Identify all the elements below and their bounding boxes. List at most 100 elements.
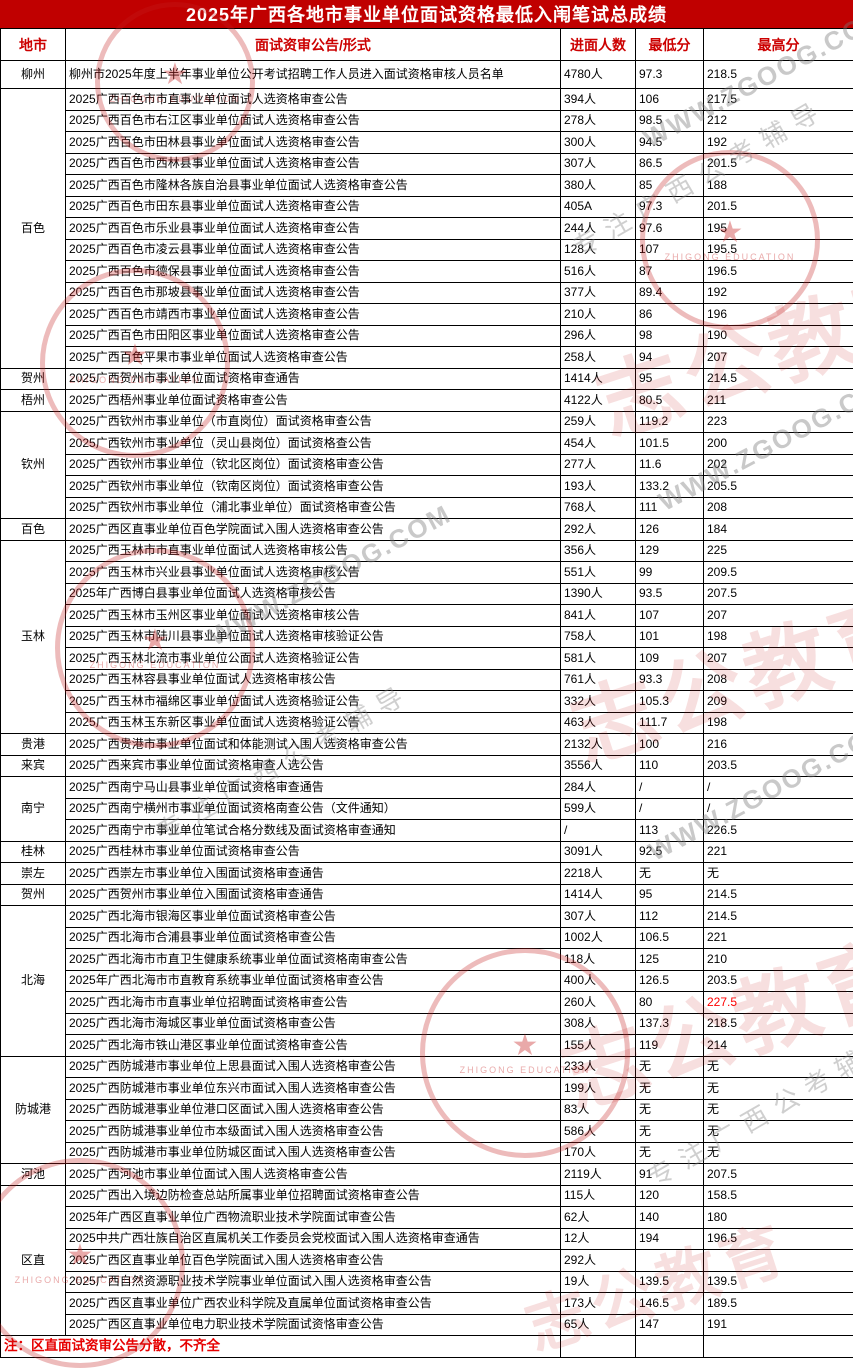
- column-header-notice: 面试资审公告/形式: [66, 29, 561, 61]
- notice-cell: 2025广西玉林市福绵区事业单位面试人选资格验证公告: [66, 691, 561, 713]
- max-score-cell: 无: [704, 1121, 853, 1143]
- min-score-cell: 111: [636, 497, 704, 519]
- notice-cell: 2025广西桂林市事业单位面试资格审查公告: [66, 841, 561, 863]
- max-score-cell: 217.5: [704, 89, 853, 111]
- city-cell: 贵港: [1, 734, 66, 756]
- city-cell: 贺州: [1, 884, 66, 906]
- min-score-cell: 11.6: [636, 454, 704, 476]
- notice-cell: 2025广西百色市德保县事业单位面试人选资格审查公告: [66, 261, 561, 283]
- min-score-cell: 147: [636, 1314, 704, 1336]
- max-score-cell: 无: [704, 1056, 853, 1078]
- max-score-cell: 214.5: [704, 906, 853, 928]
- count-cell: 516人: [561, 261, 636, 283]
- count-cell: 170人: [561, 1142, 636, 1164]
- min-score-cell: 140: [636, 1207, 704, 1229]
- max-score-cell: 200: [704, 433, 853, 455]
- notice-cell: 2025广西防城港市事业单位上思县面试入围人选资格审查公告: [66, 1056, 561, 1078]
- count-cell: 296人: [561, 325, 636, 347]
- max-score-cell: 无: [704, 1099, 853, 1121]
- count-cell: 210人: [561, 304, 636, 326]
- min-score-cell: 无: [636, 863, 704, 885]
- max-score-cell: 207.5: [704, 1164, 853, 1186]
- min-score-cell: 87: [636, 261, 704, 283]
- count-cell: 2119人: [561, 1164, 636, 1186]
- count-cell: 12人: [561, 1228, 636, 1250]
- min-score-cell: 126: [636, 519, 704, 541]
- column-header-max-score: 最高分: [704, 29, 853, 61]
- max-score-cell: 184: [704, 519, 853, 541]
- count-cell: 308人: [561, 1013, 636, 1035]
- empty-cell: [636, 1336, 704, 1358]
- max-score-cell: 223: [704, 411, 853, 433]
- notice-cell: 2025广西梧州事业单位面试资格审查公告: [66, 390, 561, 412]
- max-score-cell: 无: [704, 863, 853, 885]
- count-cell: 454人: [561, 433, 636, 455]
- city-cell: 梧州: [1, 390, 66, 412]
- count-cell: 1002人: [561, 927, 636, 949]
- count-cell: 551人: [561, 562, 636, 584]
- notice-cell: 2025中共广西壮族自治区直属机关工作委员会党校面试入围人选资格审查通告: [66, 1228, 561, 1250]
- min-score-cell: 95: [636, 368, 704, 390]
- min-score-cell: 106: [636, 89, 704, 111]
- notice-cell: 2025广西钦州市事业单位（灵山县岗位）面试资格查公告: [66, 433, 561, 455]
- count-cell: /: [561, 820, 636, 842]
- notice-cell: 2025年广西北海市市直教育系统事业单位面试资格审查公告: [66, 970, 561, 992]
- city-cell: 贺州: [1, 368, 66, 390]
- column-header-min-score: 最低分: [636, 29, 704, 61]
- max-score-cell: 209.5: [704, 562, 853, 584]
- max-score-cell: 202: [704, 454, 853, 476]
- min-score-cell: 119.2: [636, 411, 704, 433]
- notice-cell: 2025广西自然资源职业技术学院事业单位面试入围人选资格审查公告: [66, 1271, 561, 1293]
- results-table: 地市 面试资审公告/形式 进面人数 最低分 最高分 柳州柳州市2025年度上半年…: [0, 28, 853, 1358]
- min-score-cell: 105.3: [636, 691, 704, 713]
- max-score-cell: 158.5: [704, 1185, 853, 1207]
- count-cell: 4122人: [561, 390, 636, 412]
- max-score-cell: 201.5: [704, 196, 853, 218]
- count-cell: 2132人: [561, 734, 636, 756]
- count-cell: 405A: [561, 196, 636, 218]
- max-score-cell: 212: [704, 110, 853, 132]
- count-cell: 599人: [561, 798, 636, 820]
- max-score-cell: 198: [704, 712, 853, 734]
- count-cell: 277人: [561, 454, 636, 476]
- count-cell: 841人: [561, 605, 636, 627]
- notice-cell: 2025广西来宾市事业单位面试资格审查人选公告: [66, 755, 561, 777]
- max-score-cell: 207: [704, 648, 853, 670]
- count-cell: 65人: [561, 1314, 636, 1336]
- notice-cell: 2025广西南宁横州市事业单位面试资格南查公告（文件通知）: [66, 798, 561, 820]
- max-score-cell: 218.5: [704, 61, 853, 89]
- max-score-cell: 210: [704, 949, 853, 971]
- notice-cell: 2025广西玉林市玉州区事业单位面试人选资格审核公告: [66, 605, 561, 627]
- notice-cell: 2025广西区直事业单位百色学院面试入围人选资格审查公告: [66, 519, 561, 541]
- notice-cell: 2025广西玉林玉东新区事业单位面试人选资格验证公告: [66, 712, 561, 734]
- notice-cell: 2025广西出入境边防检查总站所属事业单位招聘面试资格审查公告: [66, 1185, 561, 1207]
- min-score-cell: 92.5: [636, 841, 704, 863]
- min-score-cell: 107: [636, 605, 704, 627]
- max-score-cell: 207: [704, 605, 853, 627]
- min-score-cell: 110: [636, 755, 704, 777]
- column-header-count: 进面人数: [561, 29, 636, 61]
- max-score-cell: /: [704, 798, 853, 820]
- city-cell: 柳州: [1, 61, 66, 89]
- max-score-cell: 201.5: [704, 153, 853, 175]
- notice-cell: 2025广西百色市田阳区事业单位面试人选资格审查公告: [66, 325, 561, 347]
- min-score-cell: 80.5: [636, 390, 704, 412]
- notice-cell: 2025广西钦州市事业单位（浦北事业单位）面试资格审查公告: [66, 497, 561, 519]
- max-score-cell: 211: [704, 390, 853, 412]
